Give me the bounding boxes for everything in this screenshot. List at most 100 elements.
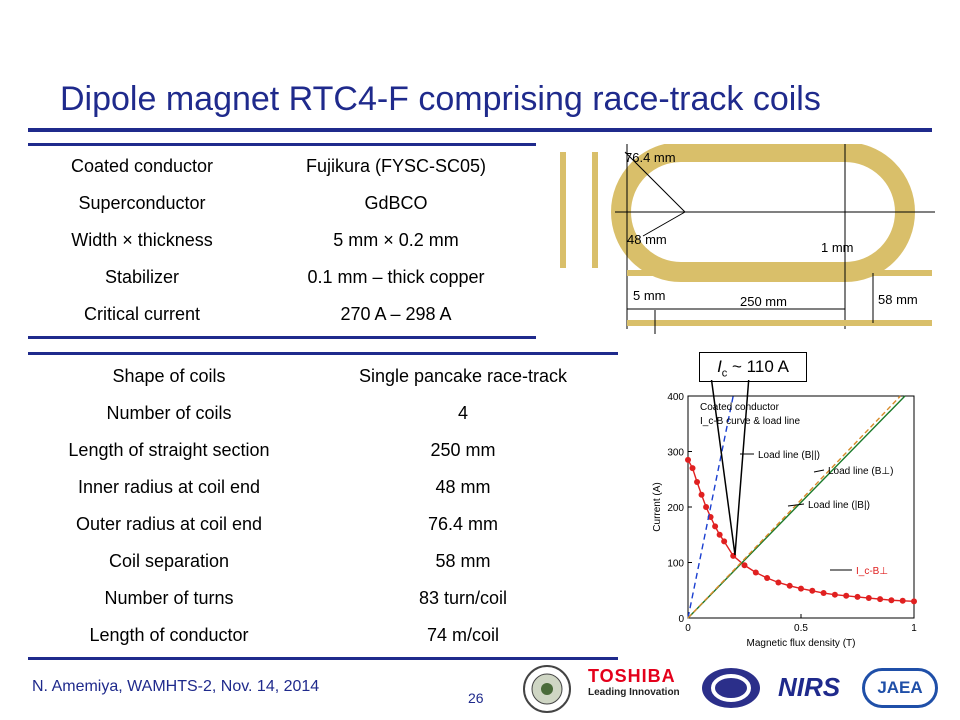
table-row: Length of conductor 74 m/coil bbox=[28, 617, 616, 654]
coil-table-top-rule bbox=[28, 352, 618, 355]
row-value: 270 A – 298 A bbox=[340, 304, 452, 324]
table-row: Number of coils 4 bbox=[28, 395, 616, 432]
row-label: Outer radius at coil end bbox=[75, 514, 263, 534]
row-label: Critical current bbox=[83, 304, 201, 324]
data-point bbox=[911, 598, 917, 605]
coil-stack-bar bbox=[627, 270, 932, 276]
data-point bbox=[685, 456, 691, 463]
y-tick-label: 400 bbox=[667, 392, 684, 403]
data-point bbox=[809, 587, 816, 594]
series-line bbox=[687, 395, 906, 619]
jaea-logo: JAEA bbox=[862, 668, 938, 708]
table-row: Inner radius at coil end 48 mm bbox=[28, 469, 616, 506]
row-label: Length of straight section bbox=[68, 440, 270, 460]
row-label: Shape of coils bbox=[112, 366, 226, 386]
page-number: 26 bbox=[468, 690, 484, 706]
coil-diagram: 76.4 mm 48 mm 1 mm 5 mm 250 mm 58 mm bbox=[560, 144, 935, 334]
gap-label: 1 mm bbox=[821, 240, 854, 255]
ic-callout: Ic ~ 110 A bbox=[699, 352, 807, 382]
coil-table-bottom-rule bbox=[28, 657, 618, 660]
x-tick-label: 1 bbox=[911, 623, 917, 634]
x-tick-label: 0 bbox=[685, 623, 691, 634]
data-point bbox=[689, 465, 696, 472]
page-title: Dipole magnet RTC4-F comprising race-tra… bbox=[60, 80, 821, 118]
annotation-label: Load line (B⊥) bbox=[828, 466, 893, 477]
row-label: Superconductor bbox=[78, 193, 206, 213]
row-value: Single pancake race-track bbox=[358, 366, 568, 386]
data-point bbox=[899, 597, 906, 604]
table-row: Stabilizer 0.1 mm – thick copper bbox=[28, 259, 536, 296]
annotation-pointer bbox=[813, 469, 825, 473]
x-axis-label: Magnetic flux density (T) bbox=[747, 638, 856, 649]
dim-line bbox=[642, 211, 686, 237]
nirs-logo: NIRS bbox=[778, 672, 841, 702]
row-label: Number of turns bbox=[104, 588, 234, 608]
data-point bbox=[721, 538, 728, 545]
data-point bbox=[820, 590, 827, 597]
conductor-table-bottom-rule bbox=[28, 336, 536, 339]
conductor-table: Coated conductor Fujikura (FYSC-SC05) Supe… bbox=[28, 148, 536, 333]
table-row: Number of turns 83 turn/coil bbox=[28, 580, 616, 617]
row-value: 83 turn/coil bbox=[418, 588, 508, 608]
table-row: Critical current 270 A – 298 A bbox=[28, 296, 536, 333]
coil-table: Shape of coils Single pancake race-track N… bbox=[28, 358, 616, 654]
data-point bbox=[716, 531, 723, 538]
data-point bbox=[698, 491, 705, 498]
row-label: Inner radius at coil end bbox=[77, 477, 261, 497]
ic-value: ~ 110 A bbox=[732, 357, 789, 376]
table-row: Shape of coils Single pancake race-track bbox=[28, 358, 616, 395]
conductor-table-top-rule bbox=[28, 143, 536, 146]
row-value: 5 mm × 0.2 mm bbox=[333, 230, 459, 250]
table-row: Length of straight section 250 mm bbox=[28, 432, 616, 469]
ic-symbol: I bbox=[717, 357, 722, 376]
y-tick-label: 200 bbox=[667, 503, 684, 514]
data-point bbox=[786, 582, 793, 589]
outer-radius-label: 76.4 mm bbox=[625, 150, 676, 165]
data-point bbox=[712, 523, 719, 530]
legend-title-line: Coated conductor bbox=[700, 402, 780, 413]
row-label: Width × thickness bbox=[71, 230, 213, 250]
data-point bbox=[865, 595, 872, 602]
ic-b-chart: 0 0.5 1 0 100 200 300 400 Magnetic flux density … bbox=[652, 380, 917, 649]
row-value: 58 mm bbox=[435, 551, 491, 571]
plot-frame bbox=[687, 395, 915, 619]
separation-label: 58 mm bbox=[878, 292, 918, 307]
toshiba-wordmark: TOSHIBA bbox=[588, 666, 676, 686]
data-point bbox=[798, 585, 804, 592]
row-value: Fujikura (FYSC-SC05) bbox=[305, 156, 487, 176]
title-underline bbox=[28, 128, 932, 132]
university-seal-logo bbox=[523, 665, 571, 713]
inner-radius-label: 48 mm bbox=[627, 232, 667, 247]
row-value: 250 mm bbox=[430, 440, 496, 460]
toshiba-logo: TOSHIBA Leading Innovation bbox=[588, 666, 688, 698]
row-label: Coil separation bbox=[108, 551, 230, 571]
length-label: 250 mm bbox=[740, 294, 787, 309]
callout-pointer bbox=[710, 380, 750, 556]
series-line bbox=[687, 459, 915, 603]
x-tick-label: 0.5 bbox=[794, 623, 808, 634]
coil-side-bar bbox=[560, 152, 566, 268]
data-point bbox=[843, 592, 850, 599]
jaea-wordmark: JAEA bbox=[877, 678, 923, 697]
annotation-label: Load line (B||) bbox=[758, 450, 820, 461]
ellipse-logo bbox=[702, 668, 760, 708]
row-value: GdBCO bbox=[364, 193, 428, 213]
data-point bbox=[741, 562, 748, 569]
annotation-label: I_c-B⊥ bbox=[856, 566, 888, 577]
ic-subscript: c bbox=[721, 367, 728, 380]
row-label: Number of coils bbox=[106, 403, 232, 423]
data-point bbox=[775, 579, 782, 586]
row-label: Length of conductor bbox=[89, 625, 249, 645]
y-axis-label: Current (A) bbox=[652, 482, 663, 531]
data-point bbox=[888, 597, 895, 604]
row-value: 0.1 mm – thick copper bbox=[307, 267, 485, 287]
data-point bbox=[831, 591, 838, 598]
table-row: Coated conductor Fujikura (FYSC-SC05) bbox=[28, 148, 536, 185]
data-point bbox=[854, 593, 861, 600]
row-value: 74 m/coil bbox=[426, 625, 500, 645]
width-label: 5 mm bbox=[633, 288, 666, 303]
data-point bbox=[694, 479, 701, 486]
row-value: 48 mm bbox=[435, 477, 491, 497]
row-value: 76.4 mm bbox=[427, 514, 499, 534]
data-point bbox=[703, 504, 710, 510]
